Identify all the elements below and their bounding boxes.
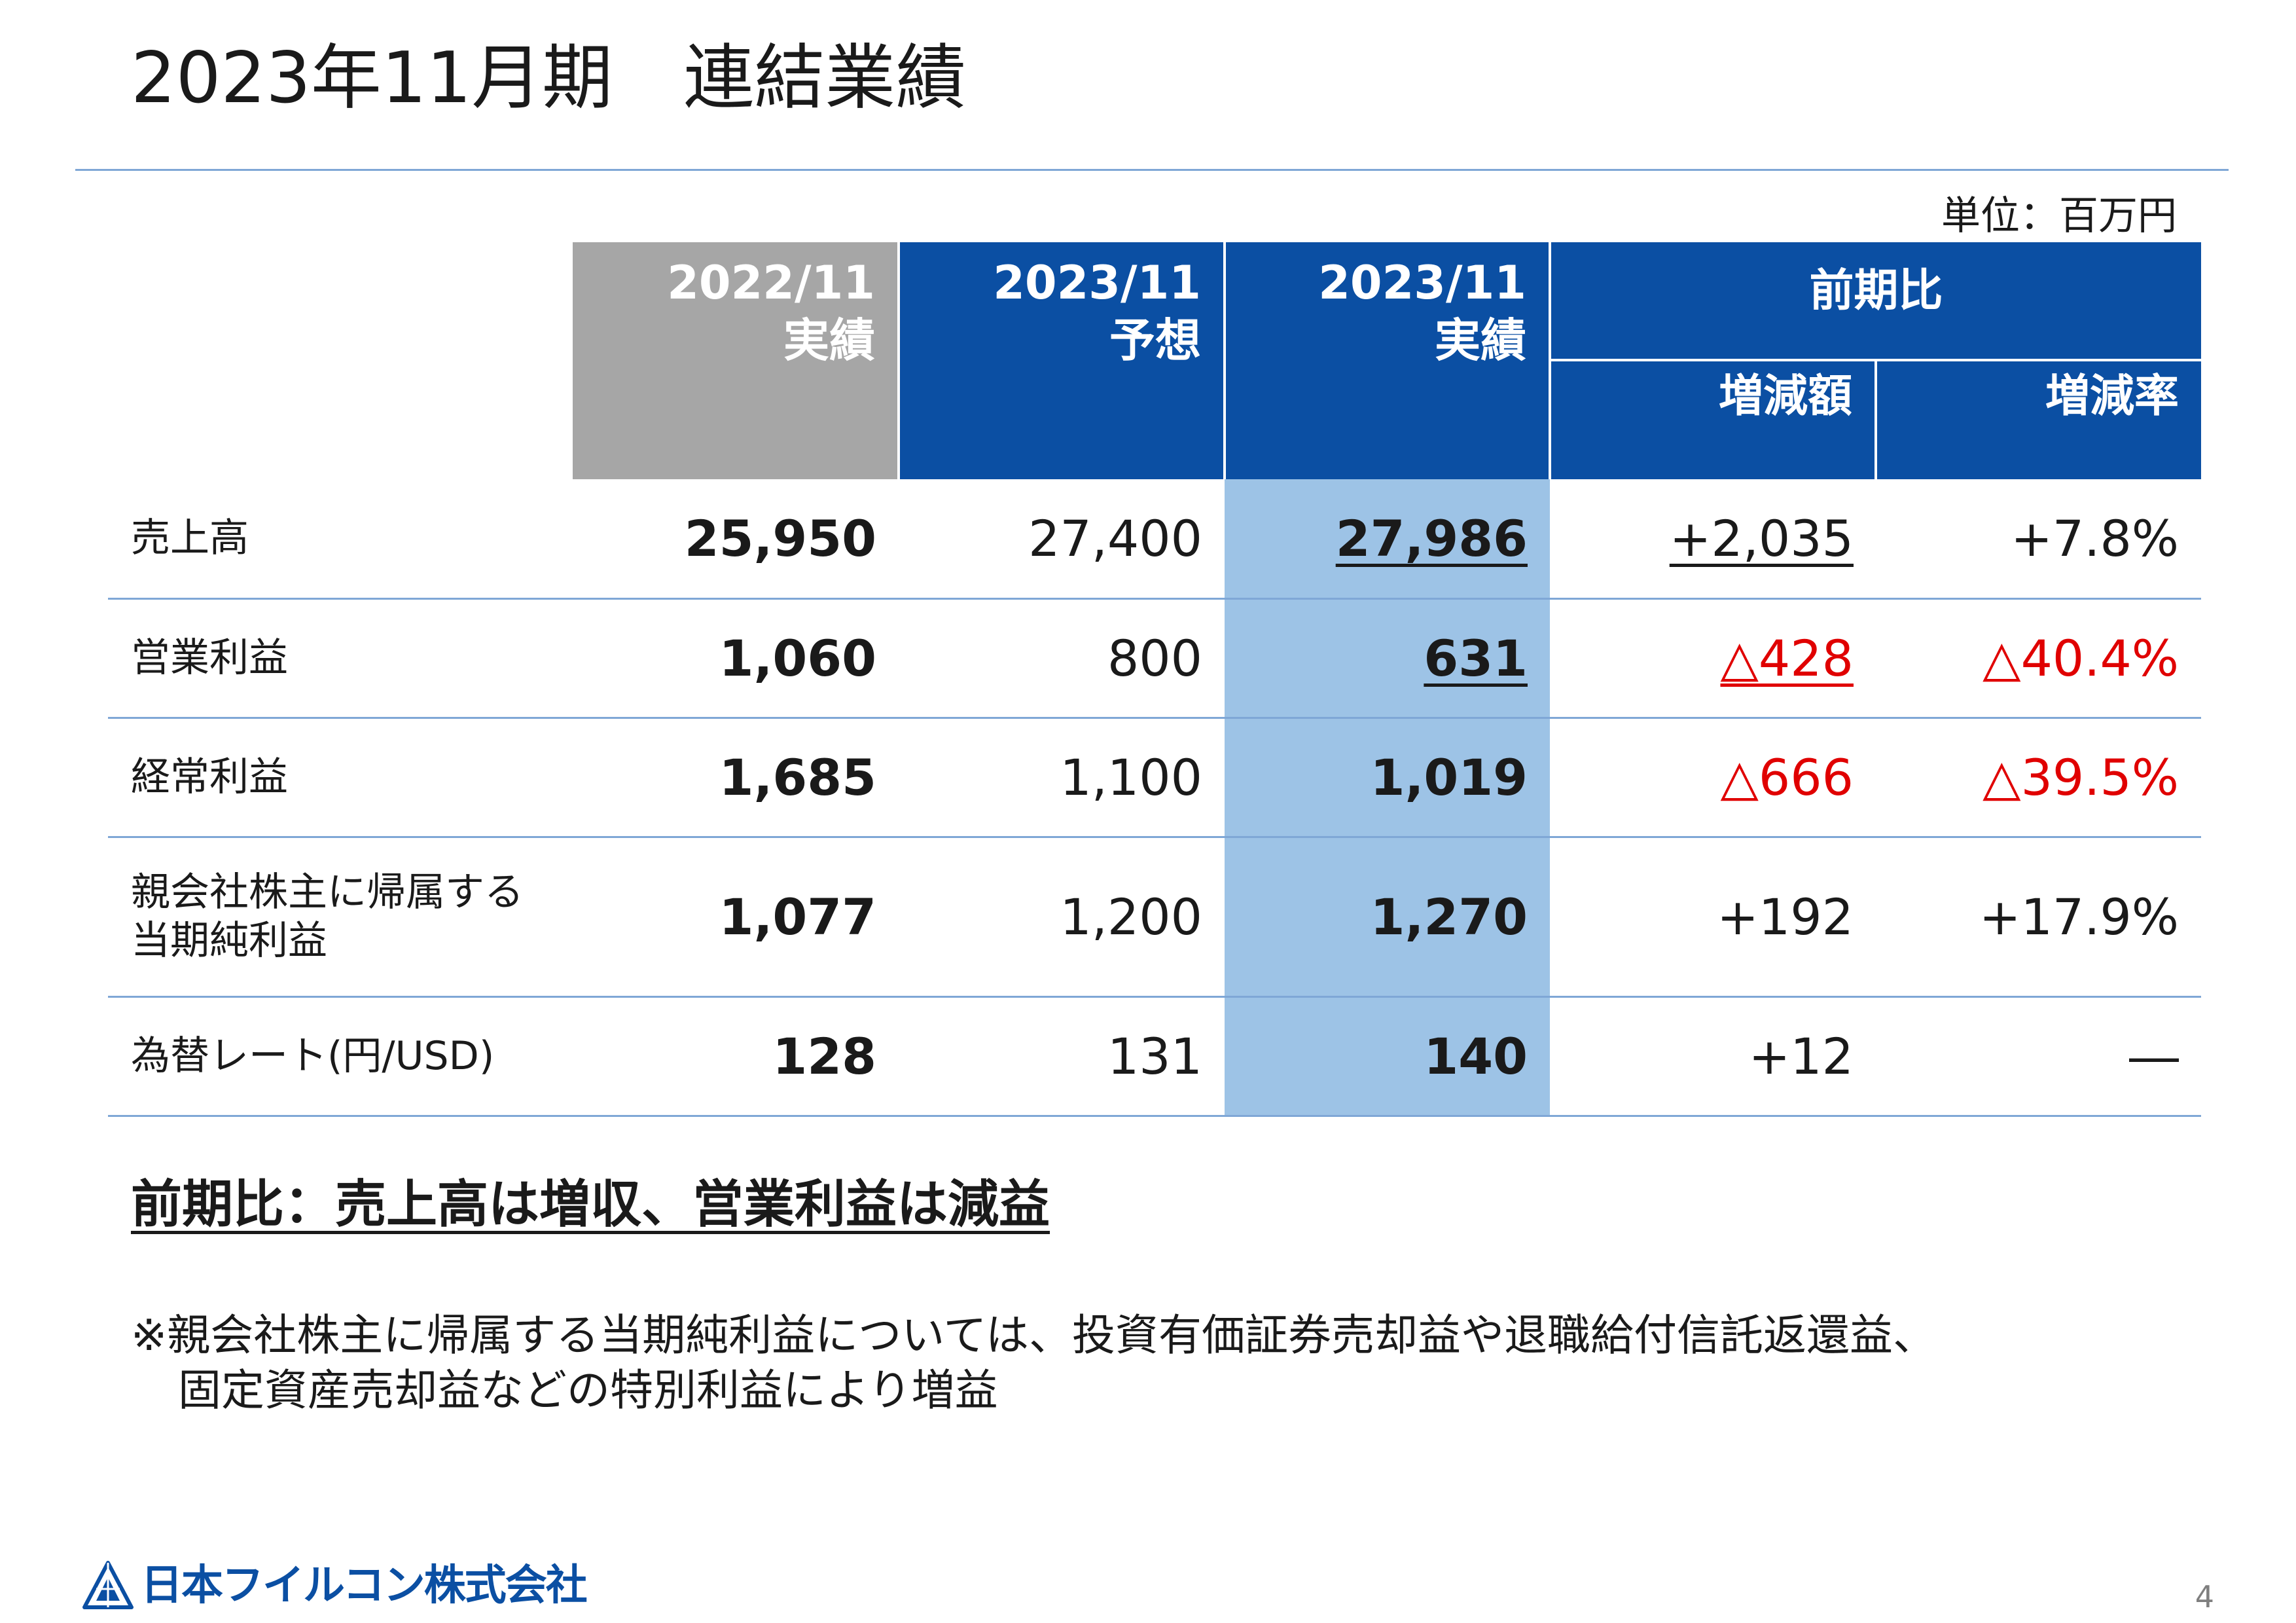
table-header-row: 2022/11 実績 2023/11 予想 2023/11 実績 前期比 [108, 242, 2202, 479]
cell-prev-actual: 25,950 [573, 479, 899, 600]
table-row-exchange-rate: 為替レート(円/USD) 128 131 140 +12 ― [108, 996, 2202, 1117]
header-col-2023-forecast: 2023/11 予想 [899, 242, 1226, 479]
header-sub-change-amount: 増減額 [1550, 360, 1877, 479]
cell-prev-actual: 1,060 [573, 598, 899, 719]
cell-forecast: 131 [899, 996, 1225, 1117]
header-year: 2022/11 [667, 256, 875, 310]
header-year: 2023/11 [993, 256, 1201, 310]
cell-change-amount: △428 [1550, 598, 1876, 719]
row-label: 営業利益 [108, 598, 573, 719]
row-label-text-line1: 親会社株主に帰属する [131, 869, 524, 915]
cell-change-amount: +2,035 [1550, 479, 1876, 600]
page-title: 2023年11月期 連結業績 [131, 37, 967, 119]
cell-change-rate: △39.5% [1876, 718, 2202, 838]
current-actual-value: 27,986 [1335, 509, 1528, 568]
table-subheader-row: 増減額 増減率 [108, 360, 2202, 479]
cell-forecast: 800 [899, 598, 1225, 719]
company-logo: 日本フイルコン株式会社 [82, 1558, 588, 1613]
cell-change-amount: △666 [1550, 718, 1876, 838]
table-row-net-sales: 売上高 25,950 27,400 27,986 +2,035 +7.8% [108, 479, 2202, 600]
change-amount-value: △428 [1720, 629, 1854, 687]
filcon-triangle-logo-icon [82, 1561, 134, 1609]
header-corner [108, 242, 573, 479]
title-divider [75, 169, 2229, 171]
cell-prev-actual: 1,685 [573, 718, 899, 838]
cell-prev-actual: 1,077 [573, 837, 899, 998]
header-col-2022-actual: 2022/11 実績 [573, 242, 900, 479]
cell-current-actual: 27,986 [1225, 479, 1550, 600]
cell-forecast: 1,200 [899, 837, 1225, 998]
table-row-operating-income: 営業利益 1,060 800 631 △428 △40.4% [108, 598, 2202, 719]
row-label-text-line2: 当期純利益 [131, 918, 327, 964]
cell-change-amount: +192 [1550, 837, 1876, 998]
current-actual-value: 631 [1424, 629, 1528, 687]
cell-current-actual: 1,019 [1225, 718, 1550, 838]
page-number: 4 [2195, 1579, 2214, 1614]
cell-current-actual: 140 [1225, 996, 1550, 1117]
change-amount-value: +2,035 [1669, 509, 1854, 568]
footnote-line1: ※親会社株主に帰属する当期純利益については、投資有価証券売却益や退職給付信託返還… [131, 1310, 1936, 1360]
row-label: 親会社株主に帰属する 当期純利益 [108, 837, 573, 998]
header-group-yoy: 前期比 [1550, 242, 2202, 361]
cell-current-actual: 631 [1225, 598, 1550, 719]
footnote: ※親会社株主に帰属する当期純利益については、投資有価証券売却益や退職給付信託返還… [131, 1308, 1936, 1418]
row-label-text: 為替レート(円/USD) [131, 1033, 495, 1079]
cell-current-actual: 1,270 [1225, 837, 1550, 998]
summary-heading: 前期比：売上高は増収、営業利益は減益 [131, 1175, 1050, 1234]
header-col-2023-actual: 2023/11 実績 [1225, 242, 1551, 479]
footnote-line2: 固定資産売却益などの特別利益により増益 [178, 1365, 998, 1415]
header-kind: 実績 [1435, 314, 1526, 367]
header-kind: 実績 [783, 314, 875, 367]
table-row-net-income: 親会社株主に帰属する 当期純利益 1,077 1,200 1,270 +192 … [108, 837, 2202, 998]
row-label-text: 売上高 [131, 515, 249, 562]
table-row-ordinary-income: 経常利益 1,685 1,100 1,019 △666 △39.5% [108, 718, 2202, 838]
cell-forecast: 27,400 [899, 479, 1225, 600]
cell-change-rate: +7.8% [1876, 479, 2202, 600]
company-name: 日本フイルコン株式会社 [141, 1561, 588, 1610]
row-label: 売上高 [108, 479, 573, 600]
header-year: 2023/11 [1318, 256, 1526, 310]
consolidated-results-table: 2022/11 実績 2023/11 予想 2023/11 実績 前期比 増減額… [108, 242, 2202, 1117]
cell-change-rate: △40.4% [1876, 598, 2202, 719]
cell-prev-actual: 128 [573, 996, 899, 1117]
header-sub-change-rate: 増減率 [1876, 360, 2202, 479]
cell-change-rate: +17.9% [1876, 837, 2202, 998]
row-label-text: 営業利益 [131, 635, 288, 681]
header-kind: 予想 [1109, 314, 1201, 367]
row-label: 為替レート(円/USD) [108, 996, 573, 1117]
cell-change-amount: +12 [1550, 996, 1876, 1117]
row-label: 経常利益 [108, 718, 573, 838]
cell-change-rate: ― [1876, 996, 2202, 1117]
row-label-text: 経常利益 [131, 754, 288, 800]
unit-label: 単位：百万円 [1941, 193, 2177, 239]
cell-forecast: 1,100 [899, 718, 1225, 838]
